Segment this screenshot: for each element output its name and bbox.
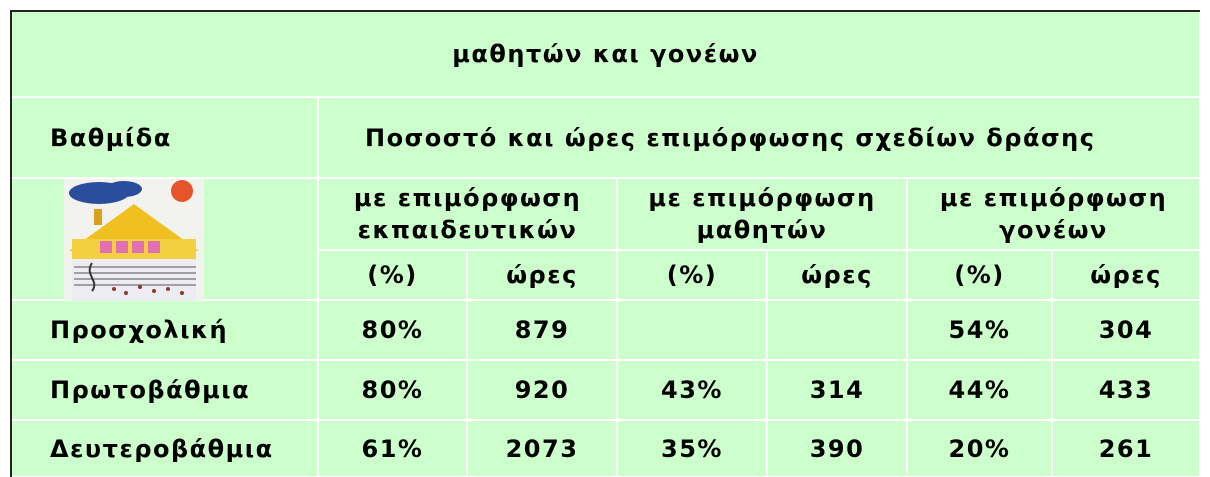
data-table: μαθητών και γονέων Βαθμίδα Ποσοστό και ώ… bbox=[12, 12, 1200, 477]
table-cell: 261 bbox=[1052, 420, 1200, 477]
table-cell: 314 bbox=[767, 360, 907, 420]
table-cell: 433 bbox=[1052, 360, 1200, 420]
row-label: Προσχολική bbox=[12, 300, 318, 360]
table-cell: 304 bbox=[1052, 300, 1200, 360]
unit-header: ώρες bbox=[1052, 250, 1200, 300]
group-header: με επιμόρφωση εκπαιδευτικών bbox=[318, 178, 617, 250]
table-cell: 390 bbox=[767, 420, 907, 477]
table-cell: 879 bbox=[467, 300, 617, 360]
header-cell: Ποσοστό και ώρες επιμόρφωσης σχεδίων δρά… bbox=[318, 97, 1200, 178]
table-cell: 43% bbox=[617, 360, 767, 420]
table-cell: 2073 bbox=[467, 420, 617, 477]
table-cell: 20% bbox=[907, 420, 1052, 477]
table-title: μαθητών και γονέων bbox=[12, 12, 1200, 97]
unit-header: (%) bbox=[907, 250, 1052, 300]
table-cell: 61% bbox=[318, 420, 467, 477]
row-label: Δευτεροβάθμια bbox=[12, 420, 318, 477]
table-frame: μαθητών και γονέων Βαθμίδα Ποσοστό και ώ… bbox=[10, 10, 1200, 477]
unit-header: ώρες bbox=[767, 250, 907, 300]
table-cell: 80% bbox=[318, 360, 467, 420]
table-cell: 54% bbox=[907, 300, 1052, 360]
table-cell bbox=[767, 300, 907, 360]
table-cell: 920 bbox=[467, 360, 617, 420]
row-label: Πρωτοβάθμια bbox=[12, 360, 318, 420]
group-header: με επιμόρφωση μαθητών bbox=[617, 178, 907, 250]
unit-header: ώρες bbox=[467, 250, 617, 300]
unit-header: (%) bbox=[617, 250, 767, 300]
group-header: με επιμόρφωση γονέων bbox=[907, 178, 1200, 250]
house-drawing bbox=[64, 179, 204, 301]
unit-header: (%) bbox=[318, 250, 467, 300]
image-cell bbox=[12, 178, 318, 300]
page: μαθητών και γονέων Βαθμίδα Ποσοστό και ώ… bbox=[0, 0, 1210, 477]
table-cell: 44% bbox=[907, 360, 1052, 420]
table-cell: 35% bbox=[617, 420, 767, 477]
table-cell bbox=[617, 300, 767, 360]
table-cell: 80% bbox=[318, 300, 467, 360]
header-cell: Βαθμίδα bbox=[12, 97, 318, 178]
